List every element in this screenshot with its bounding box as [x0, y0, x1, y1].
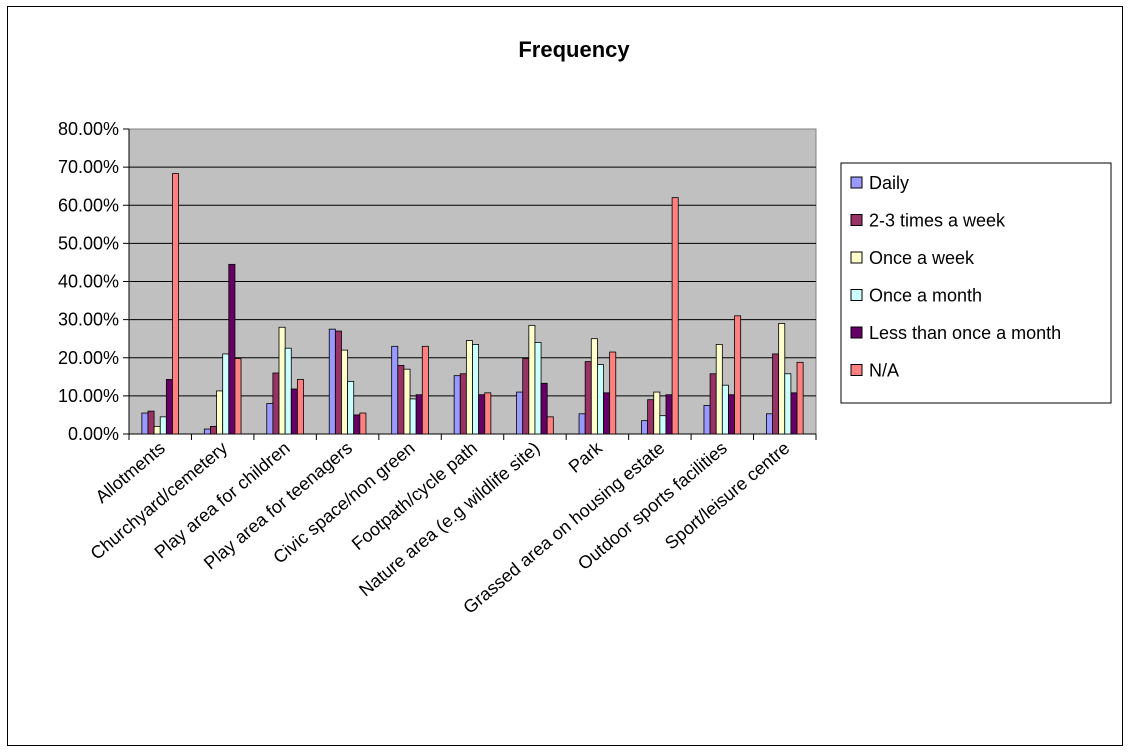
bar [203, 428, 211, 435]
x-category-label: Park [565, 437, 607, 477]
legend: Daily 2-3 times a week Once a week Once a m… [840, 162, 1112, 404]
bar [772, 353, 780, 435]
legend-label: N/A [869, 361, 899, 381]
bar [478, 394, 486, 435]
bar [590, 338, 598, 435]
legend-swatch [850, 289, 863, 301]
legend-swatch [850, 326, 863, 339]
bar [609, 351, 617, 435]
legend-swatch [850, 364, 863, 376]
bar [159, 416, 167, 435]
bar [465, 340, 473, 435]
bar [278, 326, 286, 435]
bar-chart: Frequency 0.00% 10.00% 20.00% 30.00% 40.00% 5… [58, 37, 1112, 618]
y-tick-label: 10.00% [58, 386, 119, 406]
bar [165, 379, 173, 435]
bar [153, 425, 161, 435]
y-tick-label: 80.00% [58, 119, 119, 139]
bar [353, 414, 361, 435]
bar [546, 416, 554, 435]
bar [453, 375, 461, 435]
y-tick-label: 70.00% [58, 157, 119, 177]
plot-area: 0.00% 10.00% 20.00% 30.00% 40.00% 50.00% 60.00… [58, 119, 817, 618]
bar [766, 413, 773, 435]
legend-box [840, 162, 1112, 404]
legend-label: 2-3 times a week [869, 211, 1006, 231]
bar [210, 425, 217, 435]
bar [347, 380, 355, 435]
bar [641, 420, 649, 435]
bar [659, 415, 667, 435]
chart-frame: Frequency 0.00% 10.00% 20.00% 30.00% 40.00% 5… [7, 6, 1123, 746]
bar [222, 353, 230, 435]
bar [141, 412, 149, 435]
y-tick-label: 40.00% [58, 272, 119, 292]
bar [341, 349, 348, 435]
bar [715, 344, 723, 435]
bar [272, 372, 280, 435]
legend-swatch [850, 251, 863, 264]
bar [415, 394, 423, 435]
bar [421, 345, 429, 435]
legend-label: Less than once a month [869, 323, 1061, 343]
y-tick-label: 20.00% [58, 348, 119, 368]
bar [584, 361, 592, 435]
bar [334, 330, 342, 435]
bar [671, 197, 679, 435]
bar [778, 323, 786, 435]
bar [647, 399, 655, 435]
bar [578, 413, 586, 435]
bar [328, 328, 336, 435]
legend-swatch [850, 176, 863, 189]
bar [228, 263, 236, 435]
bar [484, 392, 492, 435]
bar [597, 364, 604, 435]
bar [709, 373, 717, 435]
bar [172, 173, 179, 435]
bar [266, 403, 274, 435]
bar [784, 373, 792, 435]
bar [522, 358, 530, 435]
bar [397, 364, 405, 435]
bar [147, 410, 155, 435]
bar [459, 373, 467, 435]
bar [796, 361, 804, 435]
bar [528, 324, 536, 435]
y-tick-label: 30.00% [58, 310, 119, 330]
legend-label: Once a week [869, 248, 975, 268]
bar [284, 347, 292, 435]
bar [665, 394, 673, 435]
legend-label: Once a month [869, 286, 982, 306]
bar [216, 390, 224, 435]
bar [734, 315, 742, 435]
y-tick-label: 60.00% [58, 195, 119, 215]
bar [296, 379, 304, 435]
bar [290, 388, 298, 435]
bar [603, 392, 611, 435]
bar [728, 394, 735, 435]
bar [534, 342, 542, 435]
bar [472, 344, 480, 435]
legend-swatch [850, 214, 863, 226]
bar [703, 405, 711, 435]
bar [790, 392, 798, 435]
bar [653, 391, 661, 435]
bar [359, 412, 367, 435]
legend-label: Daily [869, 173, 909, 193]
y-tick-label: 50.00% [58, 233, 119, 253]
bar [540, 382, 548, 435]
bar [721, 384, 729, 435]
bar [409, 398, 417, 435]
y-tick-label: 0.00% [68, 424, 119, 444]
bar [234, 358, 242, 435]
chart-title: Frequency [518, 37, 630, 62]
bar [391, 345, 399, 435]
bar [403, 368, 411, 435]
bar [516, 391, 524, 435]
